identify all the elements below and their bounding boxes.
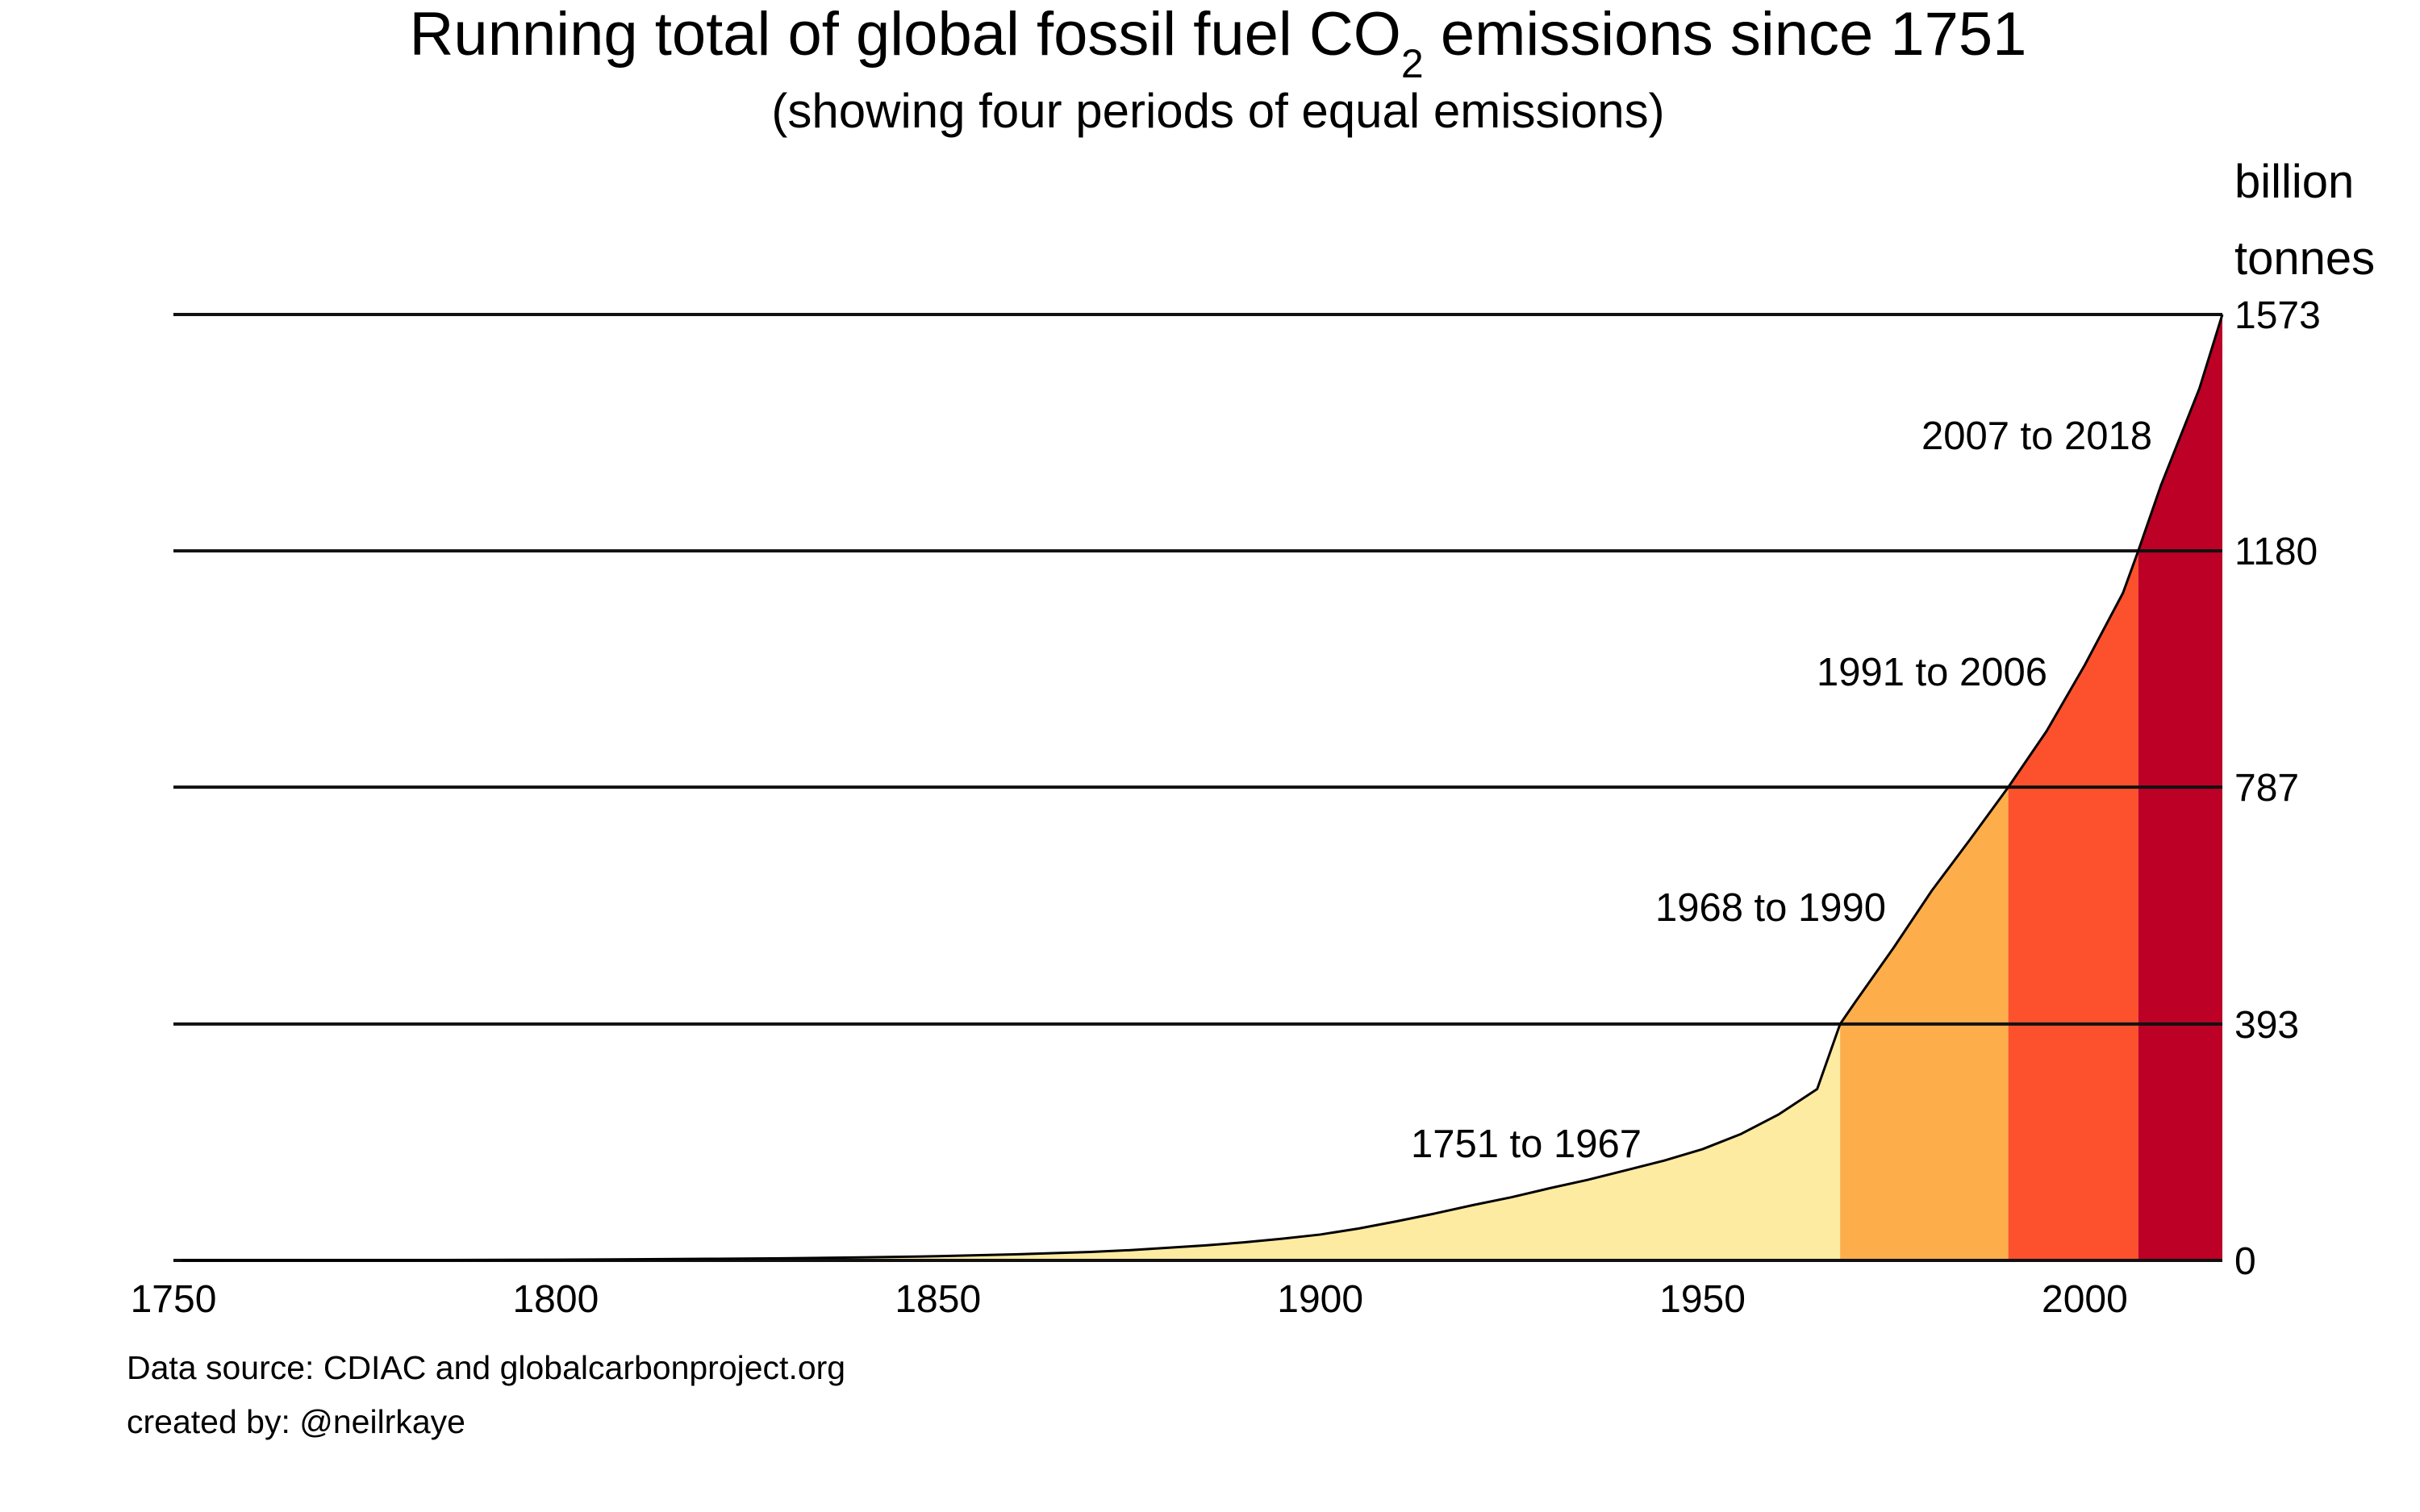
period-labels: 1751 to 1967 1968 to 1990 1991 to 2006 2007… xyxy=(1411,414,2152,1166)
series-lines xyxy=(181,314,2224,1262)
gridlines xyxy=(173,313,2222,1262)
chart-subtitle: (showing four periods of equal emissions… xyxy=(771,84,1664,138)
period-label-1: 1751 to 1967 xyxy=(1411,1123,1642,1166)
chart-title-subscript: 2 xyxy=(1401,41,1424,86)
x-tick-label: 1750 xyxy=(131,1278,217,1321)
y-tick-label: 1573 xyxy=(2234,294,2321,337)
period-label-2: 1968 to 1990 xyxy=(1655,886,1886,930)
credit-note: created by: @neilrkaye xyxy=(127,1403,465,1440)
y-tick-label: 1180 xyxy=(2234,531,2318,573)
period-label-3: 1991 to 2006 xyxy=(1817,651,2047,694)
y-axis-unit-line1: billion xyxy=(2234,156,2354,208)
y-tick-label: 393 xyxy=(2234,1004,2299,1047)
y-axis-unit-line2: tonnes xyxy=(2234,232,2375,285)
y-tick-label: 0 xyxy=(2234,1240,2256,1283)
x-tick-label: 1850 xyxy=(895,1278,981,1321)
period-area-3 xyxy=(2008,551,2138,1260)
cumulative-emissions-line xyxy=(181,314,2224,1262)
x-tick-label: 1900 xyxy=(1277,1278,1363,1321)
data-source-note: Data source: CDIAC and globalcarbonproje… xyxy=(127,1349,845,1386)
x-tick-labels: 1750 1800 1850 1900 1950 2000 xyxy=(131,1278,2128,1321)
y-tick-labels: 0 393 787 1180 1573 xyxy=(2234,294,2321,1283)
x-tick-label: 2000 xyxy=(2042,1278,2128,1321)
chart-title-suffix: emissions since 1751 xyxy=(1424,0,2027,69)
y-tick-label: 787 xyxy=(2234,767,2299,810)
chart-title: Running total of global fossil fuel CO2 … xyxy=(410,0,2027,86)
chart-title-main: Running total of global fossil fuel CO xyxy=(410,0,1401,69)
x-tick-label: 1800 xyxy=(512,1278,599,1321)
period-area-1 xyxy=(181,1023,1841,1260)
period-label-4: 2007 to 2018 xyxy=(1921,414,2152,458)
x-tick-label: 1950 xyxy=(1659,1278,1746,1321)
